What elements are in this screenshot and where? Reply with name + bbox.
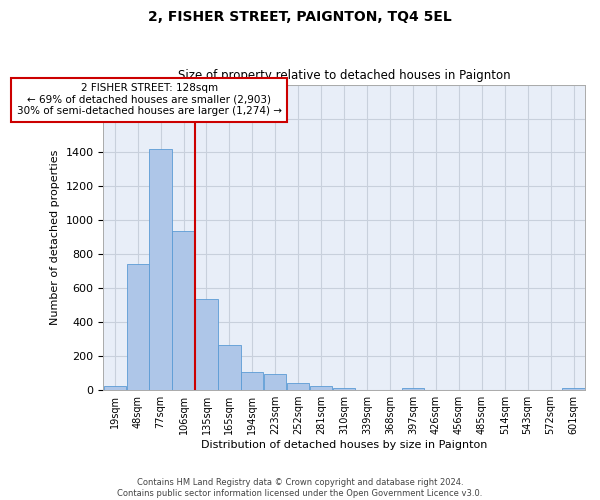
Bar (196, 300, 218, 390)
Bar (149, 149, 172, 390)
Bar (402, 388, 424, 390)
Bar (287, 384, 310, 390)
Bar (218, 345, 241, 390)
Bar (127, 264, 149, 390)
X-axis label: Distribution of detached houses by size in Paignton: Distribution of detached houses by size … (201, 440, 487, 450)
Bar (333, 388, 355, 390)
Y-axis label: Number of detached properties: Number of detached properties (50, 150, 60, 325)
Bar (310, 386, 332, 390)
Text: Contains HM Land Registry data © Crown copyright and database right 2024.
Contai: Contains HM Land Registry data © Crown c… (118, 478, 482, 498)
Bar (172, 230, 194, 390)
Title: Size of property relative to detached houses in Paignton: Size of property relative to detached ho… (178, 69, 511, 82)
Bar (104, 386, 126, 390)
Bar (562, 388, 584, 390)
Text: 2 FISHER STREET: 128sqm
← 69% of detached houses are smaller (2,903)
30% of semi: 2 FISHER STREET: 128sqm ← 69% of detache… (17, 83, 281, 116)
Bar (241, 372, 263, 390)
Text: 2, FISHER STREET, PAIGNTON, TQ4 5EL: 2, FISHER STREET, PAIGNTON, TQ4 5EL (148, 10, 452, 24)
Bar (264, 374, 286, 390)
